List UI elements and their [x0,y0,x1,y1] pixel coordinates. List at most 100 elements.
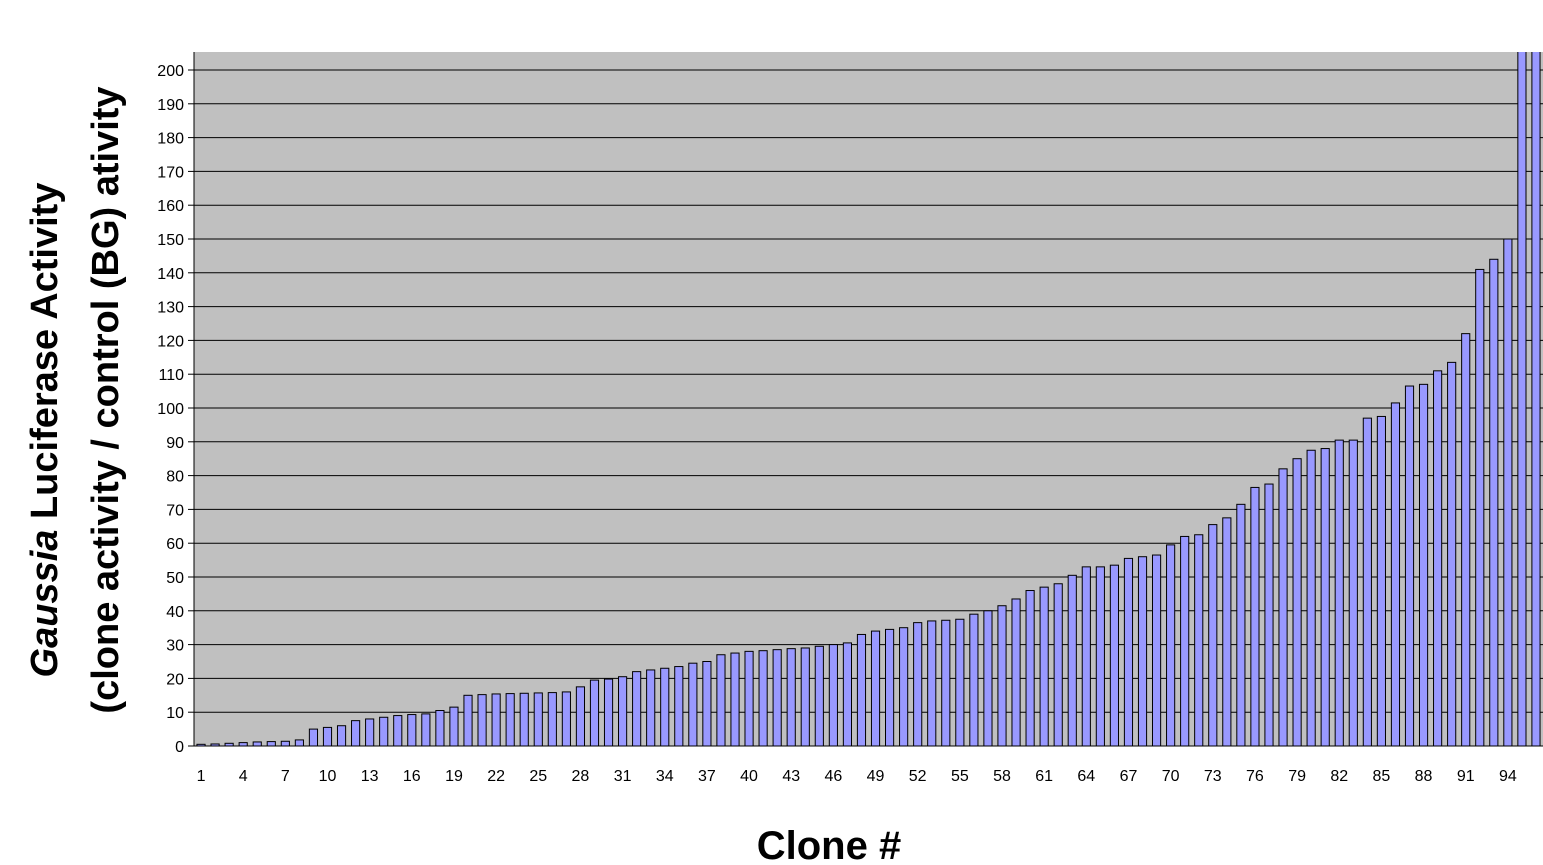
x-tick-label: 37 [698,768,716,785]
bar-clone-16 [407,714,417,746]
bar-clone-41 [758,650,768,746]
bar-clone-27 [561,691,571,746]
x-tick-label: 76 [1246,768,1264,785]
x-tick-label: 40 [740,768,758,785]
x-tick-label: 43 [782,768,800,785]
bar-clone-13 [365,718,375,746]
bar-clone-5 [252,741,262,746]
y-tick-label: 70 [166,502,184,519]
y-tick-label: 130 [157,300,184,317]
bar-clone-3 [224,742,234,746]
bar-clone-36 [688,662,698,746]
x-tick-label: 70 [1162,768,1180,785]
bar-clone-71 [1180,535,1190,746]
bar-clone-25 [533,692,543,746]
x-tick-label: 94 [1499,768,1517,785]
bar-clone-48 [856,633,867,746]
bar-clone-93 [1489,258,1499,746]
y-tick-label: 10 [166,705,184,722]
x-tick-label: 16 [403,768,421,785]
y-tick-label: 170 [157,164,184,181]
bar-clone-22 [491,693,501,746]
bar-clone-57 [983,610,993,746]
bar-clone-81 [1320,448,1330,746]
bar-clone-84 [1362,417,1372,746]
x-tick-label: 4 [239,768,248,785]
bar-clone-14 [379,716,389,746]
x-tick-label: 19 [445,768,463,785]
bar-clone-75 [1236,503,1246,746]
y-tick-label: 80 [166,469,184,486]
bar-clone-40 [744,650,754,746]
y-tick-label: 100 [157,401,184,418]
bar-clone-64 [1081,566,1091,746]
bars [196,52,1541,746]
bar-clone-73 [1208,524,1218,746]
bar-clone-10 [322,726,333,746]
x-tick-label: 73 [1204,768,1222,785]
bar-clone-23 [505,693,515,746]
plot-area [193,52,1543,747]
bar-clone-29 [589,679,600,746]
bar-clone-55 [955,618,965,746]
bar-clone-70 [1166,544,1176,746]
x-tick-label: 13 [361,768,379,785]
bar-clone-50 [885,628,895,746]
bar-clone-83 [1348,439,1358,746]
x-tick-label: 28 [572,768,590,785]
bar-clone-37 [702,661,712,746]
bar-clone-44 [800,647,810,746]
bar-clone-60 [1025,590,1035,746]
bar-clone-80 [1306,449,1316,746]
bar-clone-86 [1390,402,1401,746]
x-tick-label: 82 [1330,768,1348,785]
y-tick-label: 150 [157,232,184,249]
bar-clone-95 [1517,52,1527,746]
bar-clone-6 [266,741,276,746]
bar-clone-35 [674,666,684,746]
y-tick-label: 90 [166,435,184,452]
y-axis-title-line1: Gaussia Luciferase Activity [24,183,66,678]
x-tick-label: 25 [529,768,547,785]
y-tick-label: 30 [166,638,184,655]
x-tick-label: 22 [487,768,505,785]
bar-clone-34 [660,667,670,746]
bar-clone-74 [1222,517,1232,746]
bar-clone-76 [1250,486,1260,746]
y-tick-label: 0 [175,739,184,756]
bar-clone-47 [842,642,852,746]
y-tick-label: 140 [157,266,184,283]
x-tick-label: 58 [993,768,1011,785]
bar-clone-65 [1095,566,1105,746]
x-tick-label: 79 [1288,768,1306,785]
bar-clone-11 [336,725,347,746]
bar-clone-51 [899,627,909,746]
bar-clone-33 [646,669,656,746]
x-tick-label: 61 [1035,768,1053,785]
bar-clone-69 [1151,554,1162,746]
bar-clone-85 [1376,415,1386,746]
bar-clone-72 [1194,534,1204,746]
bar-clone-31 [618,676,628,746]
bar-clone-46 [828,644,838,746]
bar-clone-90 [1447,361,1457,746]
y-axis-ticks: 0 10 20 30 40 50 60 70 80 90 100 110 120 130 140 150 160… [157,63,194,756]
bar-clone-91 [1461,333,1471,746]
bar-clone-78 [1278,468,1288,746]
bar-clone-7 [280,740,290,746]
bar-clone-87 [1404,385,1415,746]
bar-clone-12 [351,720,361,746]
bar-clone-67 [1123,557,1134,746]
x-tick-label: 31 [614,768,632,785]
y-tick-label: 50 [166,570,184,587]
bar-clone-20 [463,694,473,746]
bar-clone-53 [927,620,937,746]
bar-clone-49 [870,630,881,746]
bar-clone-30 [603,678,614,746]
bar-clone-66 [1109,564,1119,746]
bar-clone-89 [1433,370,1443,746]
plot-background [194,52,1543,746]
y-tick-label: 180 [157,131,184,148]
bar-clone-61 [1039,586,1049,746]
x-tick-label: 85 [1373,768,1391,785]
